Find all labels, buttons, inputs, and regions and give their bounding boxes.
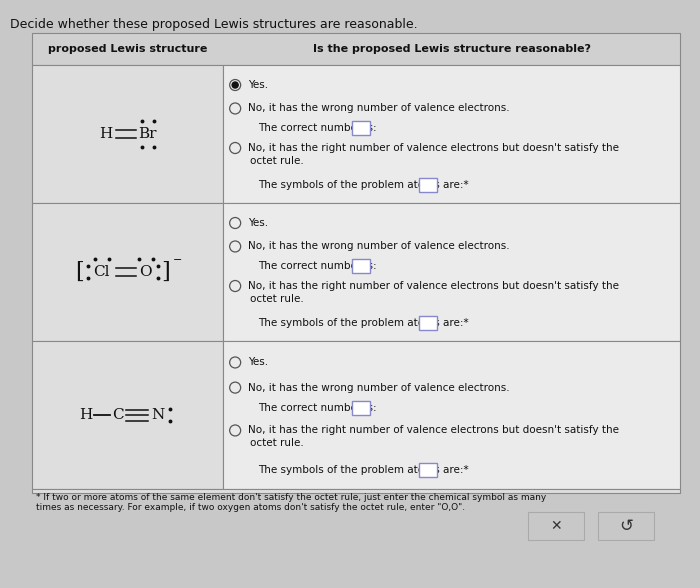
Text: The correct number is:: The correct number is: <box>258 403 377 413</box>
Text: No, it has the right number of valence electrons but doesn't satisfy the: No, it has the right number of valence e… <box>248 143 620 153</box>
Text: Yes.: Yes. <box>248 80 268 90</box>
Text: The symbols of the problem atoms are:*: The symbols of the problem atoms are:* <box>258 318 469 328</box>
Text: ✕: ✕ <box>550 519 562 533</box>
Text: ↺: ↺ <box>619 517 633 535</box>
Text: * If two or more atoms of the same element don't satisfy the octet rule, just en: * If two or more atoms of the same eleme… <box>36 493 546 512</box>
Text: −: − <box>173 255 182 265</box>
Text: No, it has the wrong number of valence electrons.: No, it has the wrong number of valence e… <box>248 383 510 393</box>
Bar <box>419 178 437 192</box>
Text: octet rule.: octet rule. <box>250 156 304 166</box>
Bar <box>223 341 680 489</box>
Text: Cl: Cl <box>93 265 110 279</box>
Text: Br: Br <box>139 127 157 141</box>
Text: Yes.: Yes. <box>248 218 268 228</box>
Text: No, it has the right number of valence electrons but doesn't satisfy the: No, it has the right number of valence e… <box>248 281 620 291</box>
Bar <box>32 33 680 65</box>
Text: C: C <box>112 408 123 422</box>
Text: [: [ <box>75 261 84 283</box>
Bar <box>419 316 437 330</box>
Text: No, it has the wrong number of valence electrons.: No, it has the wrong number of valence e… <box>248 242 510 252</box>
Bar <box>223 65 680 203</box>
Bar <box>353 259 370 273</box>
Text: H: H <box>99 127 112 141</box>
Text: The correct number is:: The correct number is: <box>258 261 377 271</box>
Bar <box>419 463 437 477</box>
Text: octet rule.: octet rule. <box>250 294 304 304</box>
Circle shape <box>232 82 238 88</box>
Text: N: N <box>151 408 164 422</box>
Bar <box>32 489 680 493</box>
Text: The correct number is:: The correct number is: <box>258 123 377 133</box>
Bar <box>353 402 370 415</box>
Text: octet rule.: octet rule. <box>250 439 304 449</box>
Text: Decide whether these proposed Lewis structures are reasonable.: Decide whether these proposed Lewis stru… <box>10 18 418 31</box>
Text: No, it has the right number of valence electrons but doesn't satisfy the: No, it has the right number of valence e… <box>248 426 620 436</box>
Bar <box>598 512 654 540</box>
Text: Yes.: Yes. <box>248 358 268 368</box>
Bar <box>223 203 680 341</box>
Bar <box>32 341 223 489</box>
Bar <box>528 512 584 540</box>
Text: No, it has the wrong number of valence electrons.: No, it has the wrong number of valence e… <box>248 103 510 113</box>
Text: Is the proposed Lewis structure reasonable?: Is the proposed Lewis structure reasonab… <box>313 44 591 54</box>
Text: ]: ] <box>161 261 170 283</box>
Bar <box>353 121 370 135</box>
Text: H: H <box>79 408 92 422</box>
Text: The symbols of the problem atoms are:*: The symbols of the problem atoms are:* <box>258 180 469 190</box>
Text: proposed Lewis structure: proposed Lewis structure <box>48 44 207 54</box>
Text: The symbols of the problem atoms are:*: The symbols of the problem atoms are:* <box>258 465 469 475</box>
Bar <box>32 203 223 341</box>
Text: O: O <box>139 265 152 279</box>
Bar <box>32 65 223 203</box>
